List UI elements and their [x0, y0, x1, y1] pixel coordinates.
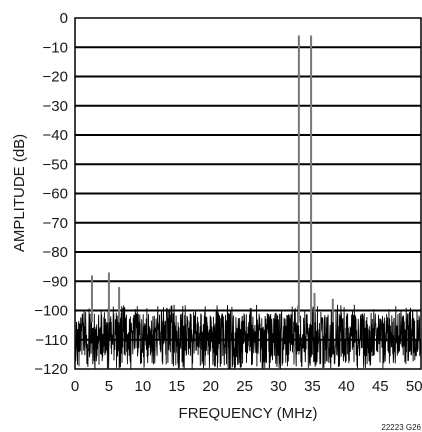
spectrum-trace — [74, 304, 422, 370]
x-tick-label: 45 — [372, 378, 389, 395]
x-tick-label: 20 — [202, 378, 219, 395]
spectral-tones — [90, 35, 334, 323]
x-tick-label: 5 — [105, 378, 113, 395]
x-tick-label: 15 — [168, 378, 185, 395]
y-tick-label: −10 — [43, 39, 68, 56]
plot-frame — [74, 17, 422, 370]
y-tick-label: −60 — [43, 186, 68, 203]
y-axis-title: AMPLITUDE (dB) — [11, 134, 28, 252]
y-tick-label: −70 — [43, 215, 68, 232]
figure-id: 22223 G26 — [381, 423, 421, 432]
x-tick-label: 0 — [71, 378, 79, 395]
x-tick-label: 40 — [338, 378, 355, 395]
x-tick-label: 10 — [134, 378, 151, 395]
y-tick-label: −30 — [43, 98, 68, 115]
x-tick-label: 25 — [236, 378, 253, 395]
noise-floor-trace — [74, 304, 422, 370]
y-tick-labels: 0 −10 −20 −30 −40 −50 −60 −70 −80 −90 −100 −110 −120 — [34, 10, 68, 378]
y-tick-label: 0 — [60, 10, 68, 27]
y-tick-label: −120 — [34, 361, 68, 378]
y-tick-label: −20 — [43, 69, 68, 86]
x-tick-labels: 0 5 10 15 20 25 30 35 40 45 50 — [71, 378, 422, 395]
y-tick-label: −90 — [43, 273, 68, 290]
y-tick-label: −50 — [43, 156, 68, 173]
x-tick-label: 30 — [270, 378, 287, 395]
y-tick-label: −80 — [43, 244, 68, 261]
x-tick-label: 50 — [406, 378, 422, 395]
x-tick-label: 35 — [304, 378, 321, 395]
y-tick-label: −110 — [35, 332, 68, 349]
grid-lines — [75, 46, 421, 341]
x-axis-title: FREQUENCY (MHz) — [179, 405, 318, 422]
y-tick-label: −100 — [34, 303, 68, 320]
y-tick-label: −40 — [43, 127, 68, 144]
